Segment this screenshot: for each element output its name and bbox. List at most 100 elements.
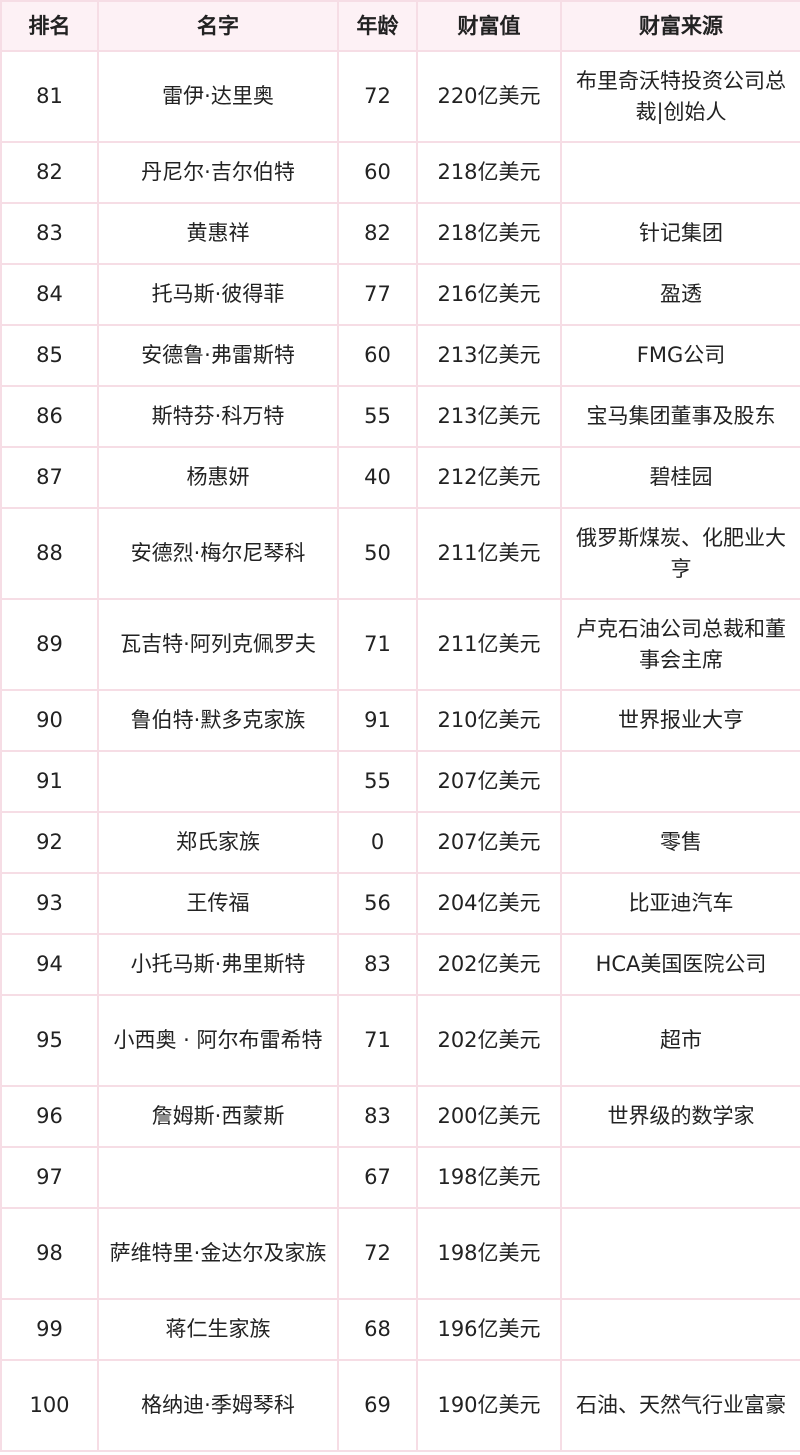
age-cell: 83 xyxy=(337,933,418,996)
source-cell: FMG公司 xyxy=(560,324,800,387)
age-cell: 55 xyxy=(337,385,418,448)
age-cell: 67 xyxy=(337,1146,418,1209)
rank-cell: 81 xyxy=(0,50,99,143)
source-cell: 世界级的数学家 xyxy=(560,1085,800,1148)
age-cell: 71 xyxy=(337,994,418,1087)
source-cell: 俄罗斯煤炭、化肥业大亨 xyxy=(560,507,800,600)
age-cell: 77 xyxy=(337,263,418,326)
age-cell: 60 xyxy=(337,141,418,204)
age-cell: 72 xyxy=(337,1207,418,1300)
source-cell xyxy=(560,1298,800,1361)
wealth-cell: 210亿美元 xyxy=(416,689,562,752)
source-cell: 世界报业大亨 xyxy=(560,689,800,752)
rank-cell: 83 xyxy=(0,202,99,265)
rank-cell: 100 xyxy=(0,1359,99,1452)
table-row: 95 小西奥 · 阿尔布雷希特 71 202亿美元 超市 xyxy=(0,994,800,1087)
source-cell xyxy=(560,750,800,813)
table-row: 89 瓦吉特·阿列克佩罗夫 71 211亿美元 卢克石油公司总裁和董事会主席 xyxy=(0,598,800,691)
name-cell: 瓦吉特·阿列克佩罗夫 xyxy=(97,598,339,691)
rank-cell: 97 xyxy=(0,1146,99,1209)
table-row: 97 67 198亿美元 xyxy=(0,1146,800,1209)
rank-cell: 91 xyxy=(0,750,99,813)
wealth-cell: 207亿美元 xyxy=(416,811,562,874)
source-cell: 超市 xyxy=(560,994,800,1087)
source-cell: 布里奇沃特投资公司总裁|创始人 xyxy=(560,50,800,143)
name-cell: 黄惠祥 xyxy=(97,202,339,265)
name-cell: 格纳迪·季姆琴科 xyxy=(97,1359,339,1452)
rank-cell: 82 xyxy=(0,141,99,204)
table-row: 90 鲁伯特·默多克家族 91 210亿美元 世界报业大亨 xyxy=(0,689,800,752)
name-cell: 斯特芬·科万特 xyxy=(97,385,339,448)
source-cell: 石油、天然气行业富豪 xyxy=(560,1359,800,1452)
source-cell: 零售 xyxy=(560,811,800,874)
rank-cell: 99 xyxy=(0,1298,99,1361)
age-cell: 0 xyxy=(337,811,418,874)
table-row: 96 詹姆斯·西蒙斯 83 200亿美元 世界级的数学家 xyxy=(0,1085,800,1148)
name-cell: 小托马斯·弗里斯特 xyxy=(97,933,339,996)
wealth-cell: 211亿美元 xyxy=(416,507,562,600)
source-cell xyxy=(560,141,800,204)
wealth-cell: 211亿美元 xyxy=(416,598,562,691)
source-cell xyxy=(560,1207,800,1300)
wealth-cell: 213亿美元 xyxy=(416,385,562,448)
wealth-cell: 216亿美元 xyxy=(416,263,562,326)
age-cell: 55 xyxy=(337,750,418,813)
wealth-cell: 190亿美元 xyxy=(416,1359,562,1452)
header-row: 排名 名字 年龄 财富值 财富来源 xyxy=(0,0,800,52)
table-row: 86 斯特芬·科万特 55 213亿美元 宝马集团董事及股东 xyxy=(0,385,800,448)
wealth-cell: 213亿美元 xyxy=(416,324,562,387)
source-cell: 卢克石油公司总裁和董事会主席 xyxy=(560,598,800,691)
source-cell: 针记集团 xyxy=(560,202,800,265)
table-row: 93 王传福 56 204亿美元 比亚迪汽车 xyxy=(0,872,800,935)
age-cell: 82 xyxy=(337,202,418,265)
name-cell: 杨惠妍 xyxy=(97,446,339,509)
name-cell: 雷伊·达里奥 xyxy=(97,50,339,143)
table-row: 84 托马斯·彼得菲 77 216亿美元 盈透 xyxy=(0,263,800,326)
wealth-cell: 220亿美元 xyxy=(416,50,562,143)
name-cell xyxy=(97,750,339,813)
age-cell: 60 xyxy=(337,324,418,387)
source-cell: 碧桂园 xyxy=(560,446,800,509)
name-cell: 安德烈·梅尔尼琴科 xyxy=(97,507,339,600)
wealth-cell: 204亿美元 xyxy=(416,872,562,935)
rank-cell: 95 xyxy=(0,994,99,1087)
wealth-cell: 202亿美元 xyxy=(416,994,562,1087)
source-cell: 宝马集团董事及股东 xyxy=(560,385,800,448)
name-cell: 萨维特里·金达尔及家族 xyxy=(97,1207,339,1300)
table-row: 100 格纳迪·季姆琴科 69 190亿美元 石油、天然气行业富豪 xyxy=(0,1359,800,1452)
name-cell: 蒋仁生家族 xyxy=(97,1298,339,1361)
wealth-cell: 218亿美元 xyxy=(416,202,562,265)
table-row: 81 雷伊·达里奥 72 220亿美元 布里奇沃特投资公司总裁|创始人 xyxy=(0,50,800,143)
table-row: 92 郑氏家族 0 207亿美元 零售 xyxy=(0,811,800,874)
rank-cell: 93 xyxy=(0,872,99,935)
age-cell: 72 xyxy=(337,50,418,143)
source-cell: 盈透 xyxy=(560,263,800,326)
wealth-cell: 198亿美元 xyxy=(416,1146,562,1209)
rank-cell: 87 xyxy=(0,446,99,509)
wealth-cell: 207亿美元 xyxy=(416,750,562,813)
wealth-cell: 202亿美元 xyxy=(416,933,562,996)
name-cell: 詹姆斯·西蒙斯 xyxy=(97,1085,339,1148)
table-row: 91 55 207亿美元 xyxy=(0,750,800,813)
source-cell xyxy=(560,1146,800,1209)
rank-cell: 86 xyxy=(0,385,99,448)
header-age: 年龄 xyxy=(337,0,418,52)
table-row: 99 蒋仁生家族 68 196亿美元 xyxy=(0,1298,800,1361)
rank-cell: 90 xyxy=(0,689,99,752)
age-cell: 56 xyxy=(337,872,418,935)
table-row: 85 安德鲁·弗雷斯特 60 213亿美元 FMG公司 xyxy=(0,324,800,387)
table-row: 88 安德烈·梅尔尼琴科 50 211亿美元 俄罗斯煤炭、化肥业大亨 xyxy=(0,507,800,600)
age-cell: 71 xyxy=(337,598,418,691)
age-cell: 91 xyxy=(337,689,418,752)
rank-cell: 88 xyxy=(0,507,99,600)
age-cell: 69 xyxy=(337,1359,418,1452)
age-cell: 83 xyxy=(337,1085,418,1148)
header-wealth: 财富值 xyxy=(416,0,562,52)
table-row: 83 黄惠祥 82 218亿美元 针记集团 xyxy=(0,202,800,265)
name-cell: 托马斯·彼得菲 xyxy=(97,263,339,326)
age-cell: 68 xyxy=(337,1298,418,1361)
wealth-cell: 196亿美元 xyxy=(416,1298,562,1361)
rank-cell: 92 xyxy=(0,811,99,874)
name-cell: 鲁伯特·默多克家族 xyxy=(97,689,339,752)
name-cell xyxy=(97,1146,339,1209)
